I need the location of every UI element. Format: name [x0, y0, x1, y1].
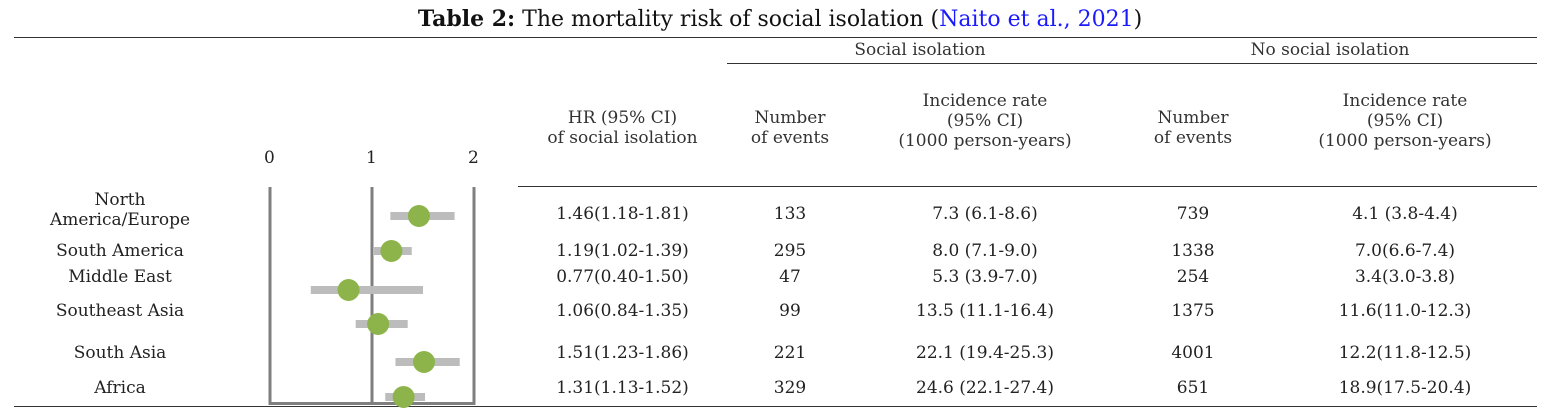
hr-point [413, 351, 436, 373]
cell-events-si: 221 [773, 343, 807, 363]
cell-hr: 1.51(1.23-1.86) [556, 343, 689, 363]
group-rule [727, 63, 1537, 64]
hr-point [407, 205, 430, 227]
cell-hr: 1.19(1.02-1.39) [556, 241, 689, 261]
cell-incidence-si: 5.3 (3.9-7.0) [932, 267, 1038, 287]
caption-label: Table 2: [417, 6, 516, 32]
cell-incidence-nsi: 4.1 (3.8-4.4) [1352, 204, 1458, 224]
cell-incidence-si: 8.0 (7.1-9.0) [932, 241, 1038, 261]
group-header-no-social-isolation: No social isolation [1250, 40, 1410, 60]
cell-incidence-si: 24.6 (22.1-27.4) [916, 378, 1054, 398]
row-region-label: South America [56, 241, 184, 261]
cell-events-nsi: 739 [1176, 204, 1210, 224]
cell-incidence-nsi: 18.9(17.5-20.4) [1338, 378, 1472, 398]
hr-point [392, 386, 415, 408]
cell-events-si: 133 [773, 204, 807, 224]
cell-hr: 1.06(0.84-1.35) [556, 301, 689, 321]
bottom-rule [14, 406, 1537, 407]
cell-events-si: 329 [773, 378, 807, 398]
hr-point [380, 240, 403, 262]
header-bottom-rule [518, 186, 1537, 187]
col-header-events-nsi: Number of events [1153, 108, 1233, 148]
axis-tick-1: 1 [366, 148, 377, 168]
row-region-label: Middle East [68, 267, 172, 287]
hr-point [367, 313, 390, 335]
hr-point [337, 279, 360, 301]
col-header-incidence-si: Incidence rate (95% CI) (1000 person-yea… [898, 91, 1072, 151]
row-region-label: South Asia [73, 343, 167, 363]
col-header-events-si: Number of events [750, 108, 830, 148]
cell-incidence-nsi: 12.2(11.8-12.5) [1338, 343, 1472, 363]
cell-events-si: 99 [779, 301, 801, 321]
cell-incidence-nsi: 11.6(11.0-12.3) [1338, 301, 1472, 321]
cell-incidence-si: 22.1 (19.4-25.3) [916, 343, 1054, 363]
cell-events-si: 47 [779, 267, 801, 287]
cell-events-nsi: 4001 [1171, 343, 1215, 363]
cell-events-nsi: 254 [1176, 267, 1210, 287]
col-header-incidence-nsi: Incidence rate (95% CI) (1000 person-yea… [1318, 91, 1492, 151]
cell-incidence-nsi: 7.0(6.6-7.4) [1354, 241, 1456, 261]
citation-link[interactable]: Naito et al., 2021 [939, 7, 1134, 32]
cell-hr: 1.46(1.18-1.81) [556, 204, 689, 224]
cell-incidence-si: 13.5 (11.1-16.4) [916, 301, 1054, 321]
cell-events-nsi: 1375 [1171, 301, 1215, 321]
group-header-social-isolation: Social isolation [854, 40, 986, 60]
row-region-label: Africa [94, 378, 146, 398]
cell-events-si: 295 [773, 241, 807, 261]
top-rule [14, 37, 1537, 38]
row-region-label: Southeast Asia [55, 301, 185, 321]
cell-hr: 1.31(1.13-1.52) [556, 378, 689, 398]
cell-events-nsi: 651 [1176, 378, 1210, 398]
caption-text: The mortality risk of social isolation ( [515, 7, 940, 32]
cell-events-nsi: 1338 [1171, 241, 1215, 261]
axis-tick-2: 2 [468, 148, 479, 168]
cell-hr: 0.77(0.40-1.50) [556, 267, 689, 287]
axis-tick-0: 0 [264, 148, 275, 168]
cell-incidence-nsi: 3.4(3.0-3.8) [1354, 267, 1456, 287]
caption-close: ) [1133, 7, 1143, 32]
col-header-hr: HR (95% CI) of social isolation [547, 108, 698, 148]
cell-incidence-si: 7.3 (6.1-8.6) [932, 204, 1038, 224]
row-region-label: North America/Europe [49, 190, 191, 230]
table-caption: Table 2: The mortality risk of social is… [0, 6, 1560, 32]
